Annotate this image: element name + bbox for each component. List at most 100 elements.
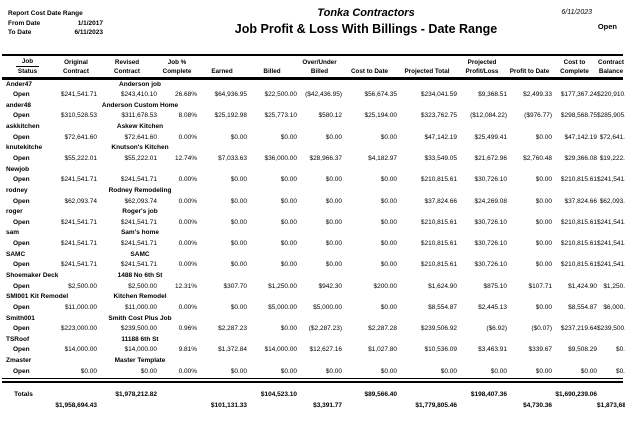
column-header-line2: Billed xyxy=(310,68,329,75)
column-header-job-status: Job Status xyxy=(0,57,55,76)
cell-cost-to-complete: $210,815.61 xyxy=(560,240,597,248)
cell-earned: $0.00 xyxy=(230,261,247,269)
totals-row: $1,958,694.43 $101,131.33 $3,391.77 $1,779,… xyxy=(0,400,625,411)
cell-profit-to-date: $339.67 xyxy=(528,346,553,354)
cell-profit-to-date: $107.71 xyxy=(528,282,553,290)
cell-cost-to-date: $2,287.28 xyxy=(368,325,397,333)
job-status: Open xyxy=(13,91,30,99)
cell-profit-to-date: $0.00 xyxy=(535,133,552,141)
cell-projected-total: $33,549.05 xyxy=(424,154,457,162)
column-header-line2: Profit/Loss xyxy=(465,68,499,75)
column-header-line2: Projected Total xyxy=(404,68,450,75)
cell-contract-balance: $19,222. xyxy=(599,154,625,162)
total-contract-balance xyxy=(597,389,625,400)
cell-earned: $0.00 xyxy=(230,197,247,205)
cell-revised-contract: $241,541.71 xyxy=(120,240,157,248)
column-header-line1: Revised xyxy=(114,59,140,66)
table-body: Ander47 Anderson job Open $241,541.71 $243,4… xyxy=(0,80,625,378)
job-name: Rodney Remodeling xyxy=(108,186,172,194)
cell-cost-to-date: $200.00 xyxy=(373,282,398,290)
job-status-row: Open $11,000.00 $11,000.00 0.00% $0.00 $5,000… xyxy=(0,303,625,314)
columns-rule xyxy=(2,77,623,80)
job-status-row: Open $241,541.71 $241,541.71 0.00% $0.00 $0.0… xyxy=(0,260,625,271)
job-name: Smith Cost Plus Job xyxy=(108,314,172,322)
job-name: Kitchen Remodel xyxy=(113,293,167,301)
cell-over-under-billed: $0.00 xyxy=(325,261,342,269)
job-name: Master Template xyxy=(114,357,166,365)
cell-contract-balance: $62,093. xyxy=(599,197,625,205)
job-row: SAMC SAMC xyxy=(0,250,625,261)
total-cost-to-date: $89,566.40 xyxy=(364,391,397,399)
cell-revised-contract: $243,410.10 xyxy=(120,91,157,99)
from-date-label: From Date xyxy=(8,19,41,27)
cell-cost-to-complete: $237,219.64 xyxy=(560,325,597,333)
cell-billed: $25,773.10 xyxy=(264,112,297,120)
total-projected-total: $1,779,805.46 xyxy=(415,402,457,410)
column-headers: Job Status Original Contract Revised Contract… xyxy=(0,56,625,77)
cell-cost-to-date: $56,674.35 xyxy=(364,91,397,99)
cell-projected-total: $10,536.09 xyxy=(424,346,457,354)
cell-projected-total: $47,142.19 xyxy=(424,133,457,141)
job-id: Smith001 xyxy=(6,314,35,322)
cell-profit-to-date: $2,499.33 xyxy=(523,91,552,99)
cell-revised-contract: $311,678.53 xyxy=(121,112,157,120)
cell-cost-to-complete: $210,815.61 xyxy=(560,176,597,184)
cell-projected-total: $239,506.92 xyxy=(420,325,457,333)
cell-billed: $0.00 xyxy=(280,218,297,226)
cell-billed: $5,000.00 xyxy=(268,303,297,311)
cell-cost-to-complete: $298,568.75 xyxy=(560,112,597,120)
total-cost-to-date xyxy=(342,400,397,411)
cell-billed: $36,000.00 xyxy=(264,154,297,162)
cell-projected-profit-loss: $25,499.41 xyxy=(474,133,507,141)
cell-projected-total: $37,824.66 xyxy=(424,197,457,205)
job-name: Anderson Custom Home xyxy=(101,101,179,109)
column-header-billed: Billed xyxy=(247,57,297,76)
cell-revised-contract: $55,222.01 xyxy=(124,154,157,162)
cell-contract-balance: $241,541. xyxy=(597,240,625,248)
column-header-line2: Earned xyxy=(211,68,233,75)
cell-cost-to-date: $25,194.00 xyxy=(364,112,397,120)
header-rule xyxy=(2,54,623,56)
cell-projected-profit-loss: ($6.92) xyxy=(486,325,507,333)
cell-cost-to-complete: $210,815.61 xyxy=(560,261,597,269)
job-row: Smith001 Smith Cost Plus Job xyxy=(0,314,625,325)
job-status-row: Open $223,000.00 $239,500.00 0.96% $2,287.23… xyxy=(0,324,625,335)
cell-original-contract: $55,222.01 xyxy=(64,154,97,162)
cell-earned: $0.00 xyxy=(230,133,247,141)
cell-over-under-billed: $0.00 xyxy=(325,240,342,248)
cell-projected-profit-loss: $30,726.10 xyxy=(474,261,507,269)
job-name: 11188 6th St xyxy=(121,335,159,343)
job-row: sam Sam's home xyxy=(0,228,625,239)
column-header-line1: Contract xyxy=(598,59,624,66)
cell-original-contract: $241,541.71 xyxy=(60,240,97,248)
total-projected-profit-loss: $198,407.36 xyxy=(470,391,507,399)
total-original-contract xyxy=(55,389,97,400)
cell-cost-to-complete: $210,815.61 xyxy=(560,218,597,226)
cell-profit-to-date: ($976.77) xyxy=(524,112,552,120)
job-row: Ander47 Anderson job xyxy=(0,80,625,91)
cell-contract-balance: $72,641. xyxy=(599,133,625,141)
cell-over-under-billed: $0.00 xyxy=(325,218,342,226)
cell-over-under-billed: $5,000.00 xyxy=(313,303,342,311)
job-id: SAMC xyxy=(6,250,26,258)
job-id: Zmaster xyxy=(6,357,32,365)
job-status: Open xyxy=(13,346,30,354)
cell-over-under-billed: $28,966.37 xyxy=(309,154,342,162)
column-header-earned: Earned xyxy=(197,57,247,76)
total-billed: $104,523.10 xyxy=(260,391,297,399)
cell-profit-to-date: $0.00 xyxy=(535,240,552,248)
job-status: Open xyxy=(13,176,30,184)
total-earned: $101,131.33 xyxy=(210,402,247,410)
cell-billed: $0.00 xyxy=(280,261,297,269)
cell-projected-total: $210,815.61 xyxy=(420,218,457,226)
cell-projected-profit-loss: $3,463.91 xyxy=(478,346,507,354)
column-header-projected-total: Projected Total xyxy=(397,57,457,76)
column-header-revised-contract: Revised Contract xyxy=(97,57,157,76)
title-block: Tonka Contractors Job Profit & Loss With… xyxy=(235,7,497,36)
total-revised-contract xyxy=(97,400,157,411)
job-row: ander48 Anderson Custom Home xyxy=(0,101,625,112)
column-header-line2: Contract xyxy=(63,68,89,75)
cell-profit-to-date: $2,760.48 xyxy=(523,154,552,162)
job-id: Newjob xyxy=(6,165,30,173)
job-status: Open xyxy=(13,367,30,375)
